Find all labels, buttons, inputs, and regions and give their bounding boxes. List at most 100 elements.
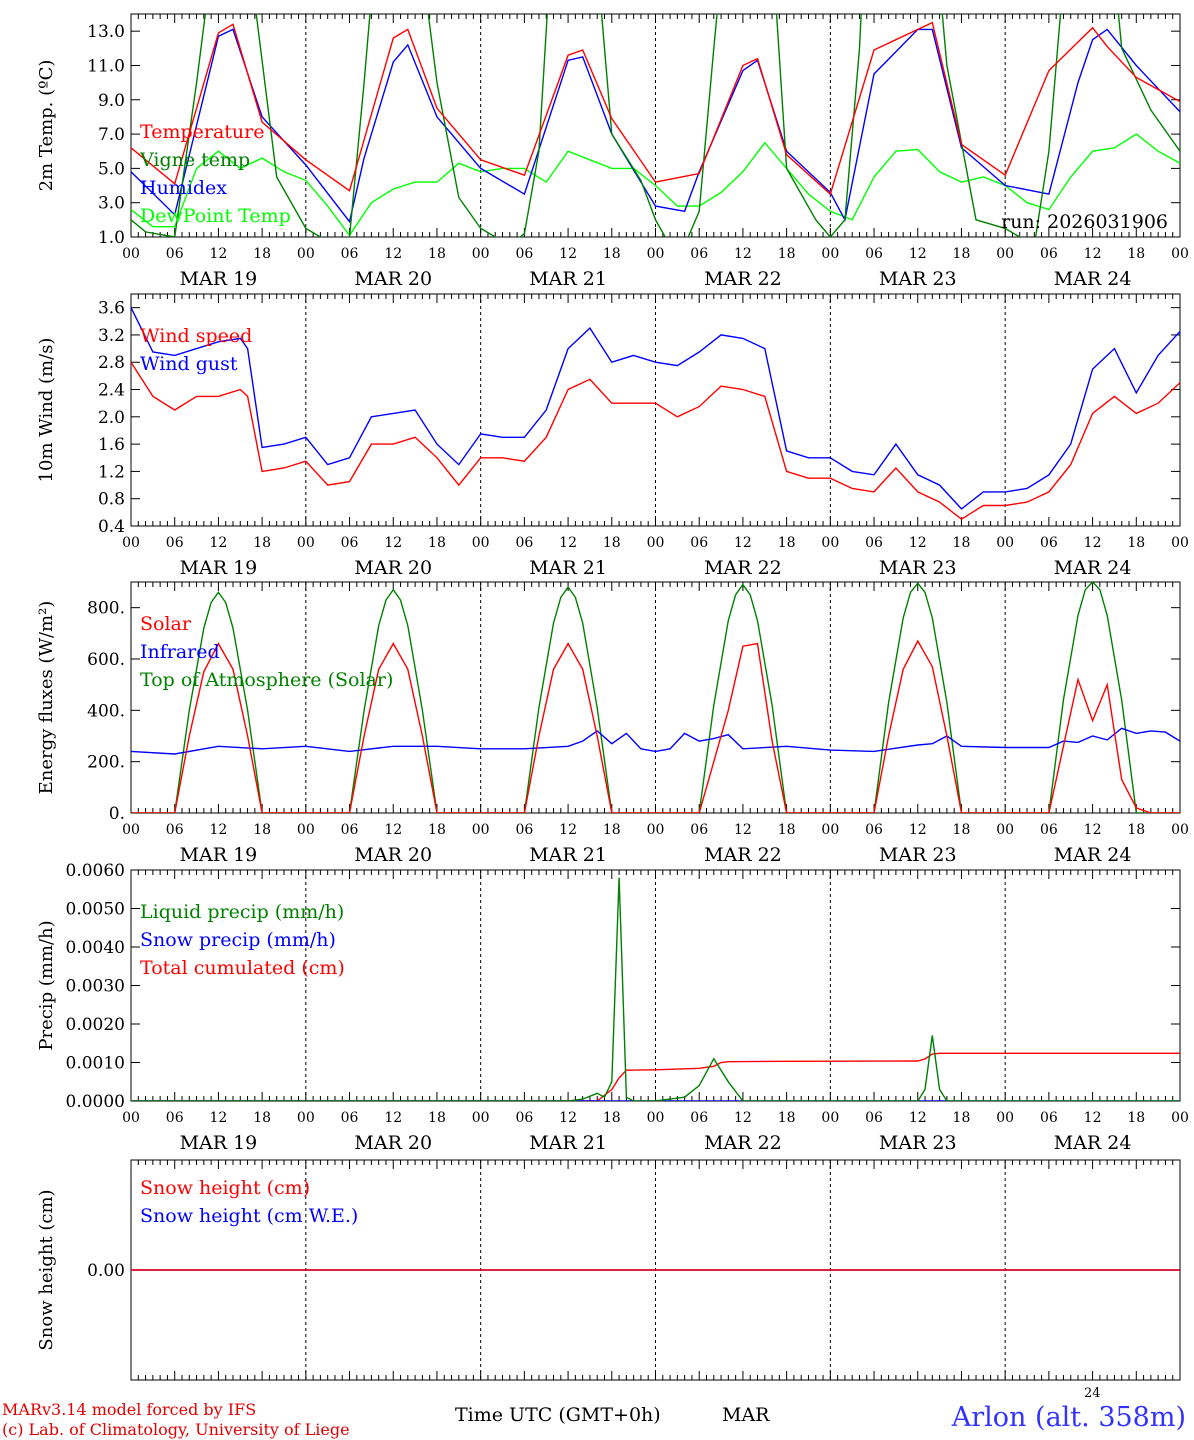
x-tick-label: 18 bbox=[1127, 822, 1145, 838]
y-axis-label: 10m Wind (m/s) bbox=[36, 338, 57, 483]
day-label: MAR 21 bbox=[529, 844, 607, 866]
legend-entry: Snow height (cm W.E.) bbox=[140, 1205, 358, 1227]
x-tick-label: 00 bbox=[1171, 246, 1189, 262]
lab-credit: (c) Lab. of Climatology, University of L… bbox=[2, 1420, 350, 1439]
x-tick-label: 00 bbox=[472, 822, 490, 838]
panel-temp bbox=[130, 13, 1181, 238]
station-label: Arlon (alt. 358m) bbox=[951, 1402, 1186, 1433]
day-label: MAR 19 bbox=[180, 844, 258, 866]
legend-entry: Infrared bbox=[140, 641, 220, 663]
y-tick-label: 9.0 bbox=[98, 91, 125, 111]
x-tick-label: 06 bbox=[515, 822, 533, 838]
y-tick-label: 5.0 bbox=[98, 159, 125, 179]
legend-entry: Total cumulated (cm) bbox=[140, 957, 345, 979]
x-tick-label: 00 bbox=[122, 822, 140, 838]
x-tick-label: 18 bbox=[1127, 535, 1145, 551]
x-tick-label: 18 bbox=[428, 822, 446, 838]
day-label: MAR 19 bbox=[180, 557, 258, 579]
x-tick-label: 12 bbox=[1084, 822, 1102, 838]
day-label: MAR 19 bbox=[180, 1132, 258, 1154]
x-tick-label: 00 bbox=[472, 1110, 490, 1126]
y-tick-label: 0.0000 bbox=[66, 1092, 125, 1112]
x-tick-label: 12 bbox=[734, 535, 752, 551]
x-tick-label: 06 bbox=[865, 822, 883, 838]
series-line-temperature bbox=[131, 21, 1180, 196]
x-tick-label: 06 bbox=[166, 822, 184, 838]
x-tick-label: 00 bbox=[122, 535, 140, 551]
x-tick-label: 12 bbox=[1084, 535, 1102, 551]
x-tick-label: 00 bbox=[647, 246, 665, 262]
x-tick-label: 00 bbox=[297, 535, 315, 551]
y-tick-label: 7.0 bbox=[98, 125, 125, 145]
legend-entry: Wind speed bbox=[140, 325, 252, 347]
x-tick-label: 06 bbox=[865, 1110, 883, 1126]
x-tick-label: 00 bbox=[647, 822, 665, 838]
x-tick-label: 06 bbox=[515, 1110, 533, 1126]
day-label: MAR 20 bbox=[354, 1132, 432, 1154]
day-label: MAR 21 bbox=[529, 557, 607, 579]
series-line-wind-gust bbox=[131, 307, 1180, 510]
x-tick-label: 18 bbox=[1127, 246, 1145, 262]
x-tick-label: 18 bbox=[778, 1110, 796, 1126]
y-tick-label: 0.0010 bbox=[66, 1054, 125, 1074]
x-tick-label: 00 bbox=[996, 822, 1014, 838]
x-tick-label: 12 bbox=[559, 822, 577, 838]
legend-entry: Top of Atmosphere (Solar) bbox=[140, 669, 393, 691]
y-axis-label: Precip (mm/h) bbox=[36, 920, 57, 1050]
y-tick-label: 0.0040 bbox=[66, 938, 125, 958]
x-tick-label: 06 bbox=[1040, 535, 1058, 551]
day-label: MAR 20 bbox=[354, 844, 432, 866]
legend-entry: Liquid precip (mm/h) bbox=[140, 901, 344, 923]
day-label: MAR 24 bbox=[1054, 557, 1132, 579]
x-tick-label: 06 bbox=[515, 535, 533, 551]
legend-entry: Wind gust bbox=[140, 353, 238, 375]
y-tick-label: 0.0060 bbox=[66, 861, 125, 881]
series-line-humidex bbox=[131, 28, 1180, 224]
legend-entry: Solar bbox=[140, 613, 192, 635]
day-number: 24 bbox=[1084, 1386, 1101, 1401]
x-tick-label: 12 bbox=[734, 246, 752, 262]
x-tick-label: 06 bbox=[166, 535, 184, 551]
x-tick-label: 18 bbox=[253, 246, 271, 262]
x-tick-label: 18 bbox=[253, 535, 271, 551]
model-credit: MARv3.14 model forced by IFS bbox=[2, 1400, 257, 1419]
x-tick-label: 18 bbox=[253, 1110, 271, 1126]
x-tick-label: 06 bbox=[865, 535, 883, 551]
x-tick-label: 00 bbox=[821, 1110, 839, 1126]
y-tick-label: 0. bbox=[109, 804, 125, 824]
legend-entry: Humidex bbox=[140, 177, 227, 199]
series-line-vigne-temp bbox=[131, 14, 1180, 237]
x-tick-label: 00 bbox=[996, 246, 1014, 262]
x-tick-label: 00 bbox=[821, 822, 839, 838]
day-label: MAR 19 bbox=[180, 268, 258, 290]
y-tick-label: 0.0050 bbox=[66, 900, 125, 920]
y-tick-label: 800. bbox=[87, 599, 125, 619]
x-tick-label: 06 bbox=[690, 1110, 708, 1126]
month-label: MAR bbox=[722, 1404, 770, 1426]
y-tick-label: 0.4 bbox=[98, 517, 125, 537]
y-axis-label: Snow height (cm) bbox=[36, 1189, 57, 1350]
x-tick-label: 00 bbox=[122, 246, 140, 262]
panel-wind bbox=[130, 293, 1181, 527]
day-label: MAR 24 bbox=[1054, 1132, 1132, 1154]
day-label: MAR 21 bbox=[529, 268, 607, 290]
x-tick-label: 12 bbox=[210, 1110, 228, 1126]
legend-entry: Vigne temp bbox=[139, 149, 250, 171]
x-tick-label: 06 bbox=[166, 246, 184, 262]
y-tick-label: 2.8 bbox=[98, 353, 125, 373]
x-tick-label: 18 bbox=[428, 535, 446, 551]
x-tick-label: 00 bbox=[472, 535, 490, 551]
x-tick-label: 12 bbox=[384, 535, 402, 551]
x-tick-label: 06 bbox=[341, 246, 359, 262]
series-line-liquid-precip-mm-h- bbox=[131, 877, 1180, 1101]
x-tick-label: 00 bbox=[821, 535, 839, 551]
day-label: MAR 22 bbox=[704, 1132, 782, 1154]
day-label: MAR 20 bbox=[354, 268, 432, 290]
x-tick-label: 12 bbox=[909, 1110, 927, 1126]
y-tick-label: 2.0 bbox=[98, 408, 125, 428]
x-tick-label: 06 bbox=[1040, 1110, 1058, 1126]
y-tick-label: 0.0020 bbox=[66, 1015, 125, 1035]
x-tick-label: 12 bbox=[909, 822, 927, 838]
series-line-wind-speed bbox=[131, 361, 1180, 521]
x-tick-label: 12 bbox=[559, 535, 577, 551]
